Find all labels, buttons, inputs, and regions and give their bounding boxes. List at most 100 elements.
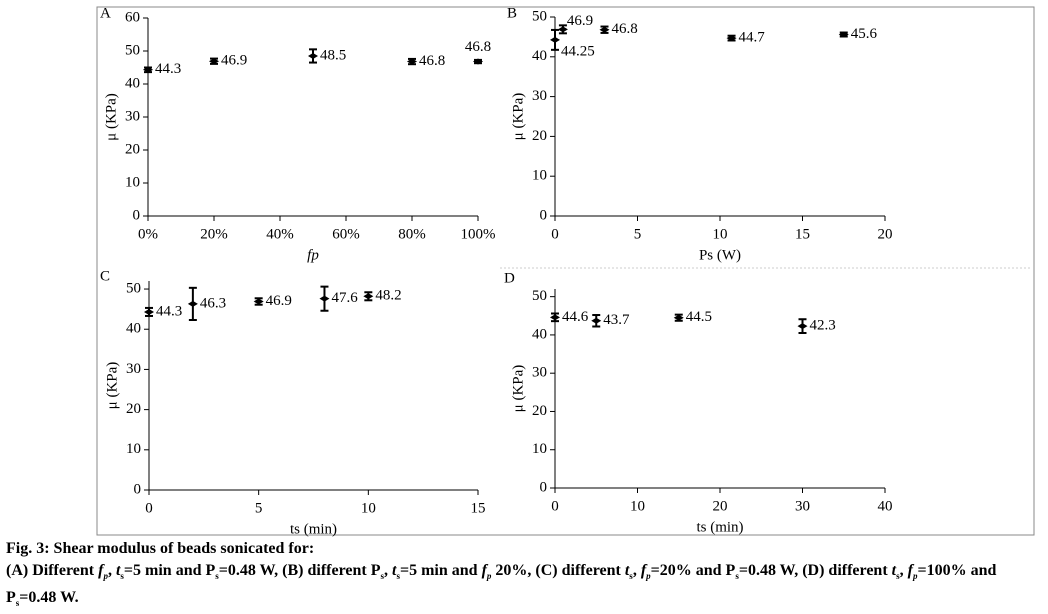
caption-run: f [640,562,647,579]
caption-run: (A) Different [6,562,99,579]
y-axis-label: μ (KPa) [510,365,526,413]
x-tick-label: 30 [795,498,810,514]
point [550,314,560,321]
x-tick-label: 10 [713,226,728,242]
data-label: 46.8 [612,21,638,37]
y-tick-label: 0 [540,207,548,223]
point [797,323,808,330]
y-tick-label: 30 [126,361,141,377]
caption: Fig. 3: Shear modulus of beads sonicated… [6,538,1046,614]
y-tick-label: 10 [126,441,141,457]
point [308,52,318,59]
x-tick-label: 10 [361,500,376,516]
x-tick-label: 60% [332,226,360,242]
data-label: 46.9 [266,293,292,309]
caption-run: =0.48 W. [19,589,79,607]
point [473,58,483,65]
caption-run: =0.48 W, (B) different P [218,562,381,579]
y-tick-label: 20 [126,401,141,417]
caption-run: s [629,571,633,582]
data-label: 44.6 [562,309,589,325]
x-tick-label: 100% [461,226,496,242]
y-tick-label: 40 [532,326,547,342]
data-label: 44.25 [561,43,595,59]
data-label: 42.3 [810,318,836,334]
caption-run: s [896,571,900,582]
panel-label: D [504,270,515,286]
point [319,295,330,302]
x-tick-label: 40% [266,226,294,242]
data-label: 46.9 [567,13,593,29]
caption-run: , [384,562,392,579]
y-tick-label: 0 [540,479,548,495]
y-axis-label: μ (KPa) [510,93,526,141]
caption-run: t [115,562,121,579]
caption-run: p [646,571,651,582]
caption-run: t [891,562,897,579]
point [599,26,610,33]
x-tick-label: 20 [713,498,728,514]
caption-run: , [899,562,908,579]
point [144,308,154,315]
caption-run: p [103,571,108,582]
y-tick-label: 30 [532,88,547,104]
x-axis-label: ts (min) [290,521,337,537]
caption-run: , [107,562,116,579]
frame [96,6,1035,536]
caption-run: , [632,562,641,579]
y-tick-label: 20 [532,403,547,419]
y-tick-label: 30 [125,108,140,124]
data-label: 45.6 [851,26,878,42]
caption-run: p [912,571,918,582]
caption-run: t [392,562,397,579]
x-tick-label: 0 [145,500,153,516]
caption-title: Fig. 3: Shear modulus of beads sonicated… [6,540,315,557]
x-tick-label: 20% [200,226,228,242]
x-tick-label: 80% [398,226,426,242]
point [557,26,568,33]
caption-run: s [15,598,20,609]
y-tick-label: 50 [532,288,547,304]
y-tick-label: 40 [125,75,140,91]
x-axis-label: ts (min) [696,519,743,535]
x-tick-label: 10 [630,498,645,514]
data-label: 44.3 [155,61,181,77]
x-tick-label: 20 [878,226,893,242]
y-tick-label: 50 [532,8,547,24]
caption-run: =5 min and [399,562,482,579]
data-label: 44.3 [156,303,182,319]
y-tick-label: 0 [133,207,141,223]
data-label: 43.7 [603,312,630,328]
y-tick-label: 40 [126,321,141,337]
x-tick-label: 0 [551,226,559,242]
y-tick-label: 0 [134,481,142,497]
caption-run: s [215,571,219,582]
data-label: 48.5 [320,47,346,63]
x-tick-label: 0% [138,226,158,242]
caption-run: s [735,571,739,582]
x-tick-label: 5 [634,226,642,242]
point [726,35,737,42]
x-tick-label: 15 [795,226,810,242]
y-tick-label: 50 [126,280,141,296]
x-tick-label: 0 [551,498,559,514]
panel-label: B [507,5,517,21]
x-axis-label: fp [307,247,319,263]
caption-run: s [120,571,124,582]
caption-run: t [624,562,630,579]
caption-run: f [98,562,104,579]
data-label: 47.6 [331,290,358,306]
y-tick-label: 10 [532,168,547,184]
point [209,58,219,65]
data-label: 48.2 [375,288,401,304]
y-tick-label: 20 [125,141,140,157]
x-tick-label: 40 [878,498,893,514]
caption-run: s [380,571,384,582]
data-label: 46.9 [221,53,247,69]
y-tick-label: 20 [532,128,547,144]
caption-run: f [907,562,913,579]
point [253,298,264,305]
caption-run: =100% and P [6,562,997,607]
y-axis-label: μ (KPa) [103,93,119,141]
